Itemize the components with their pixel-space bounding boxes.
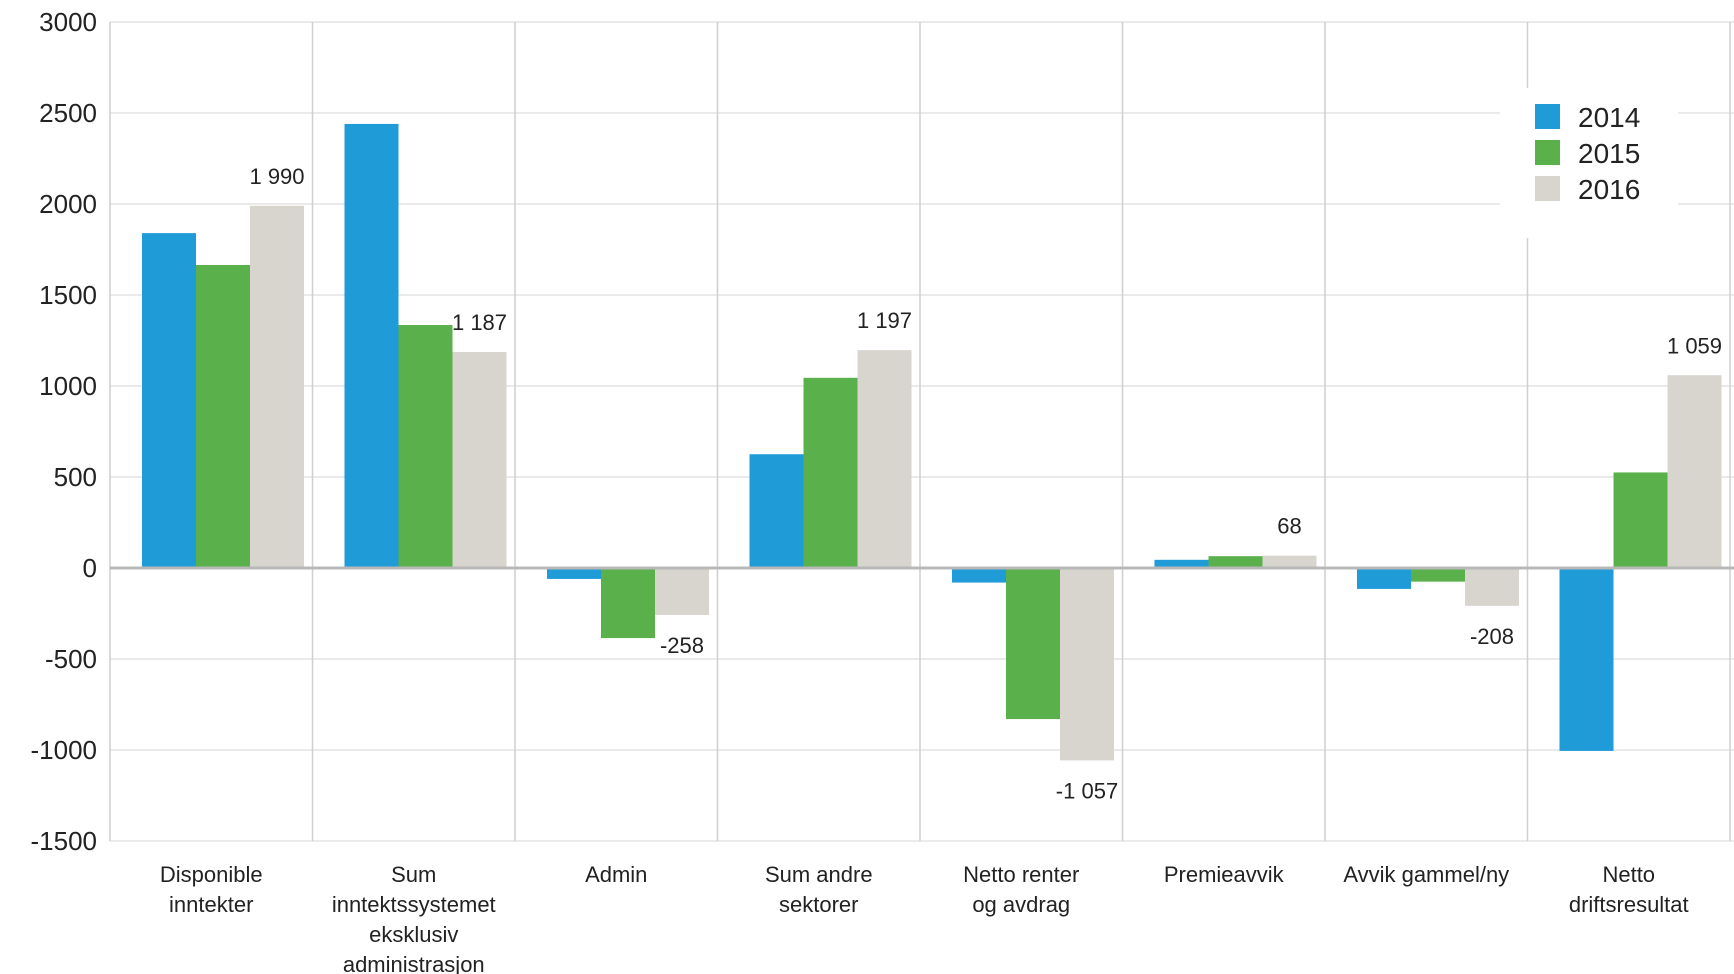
category-label-line: og avdrag — [972, 892, 1070, 917]
category-label: Premieavvik — [1164, 862, 1285, 887]
legend-box — [1500, 88, 1678, 238]
y-tick-label: 1500 — [39, 280, 97, 310]
data-label: -208 — [1470, 624, 1514, 649]
category-label: Admin — [585, 862, 647, 887]
category-label-line: Admin — [585, 862, 647, 887]
data-label: 1 059 — [1667, 333, 1722, 358]
bar-2015 — [196, 264, 250, 568]
bar-2016 — [857, 350, 912, 568]
bar-2014 — [1357, 568, 1411, 589]
bar-2016 — [655, 568, 709, 615]
category-label: Avvik gammel/ny — [1343, 862, 1509, 887]
category-label-line: Netto — [1602, 862, 1655, 887]
category-label-line: Avvik gammel/ny — [1343, 862, 1509, 887]
data-label: 1 197 — [857, 308, 912, 333]
axis-layer: 3000 2500 2000 1500 1000 500 0 -500 -1000 -1500 Di… — [31, 7, 1689, 974]
bar-2015 — [1006, 568, 1060, 720]
category-label-line: eksklusiv — [369, 922, 458, 947]
bar-2014 — [749, 454, 804, 568]
category-label-line: Disponible — [160, 862, 263, 887]
bar-2016 — [1060, 568, 1114, 761]
y-tick-label: -500 — [45, 644, 97, 674]
category-label: Sum inntektssystemet eksklusiv administrasj… — [332, 862, 496, 974]
data-label: 68 — [1277, 514, 1301, 539]
bar-2015 — [1613, 472, 1668, 568]
y-tick-label: 0 — [83, 553, 97, 583]
legend-swatch-2014 — [1535, 104, 1560, 129]
bar-2015 — [1411, 568, 1465, 582]
y-tick-label: -1500 — [31, 826, 98, 856]
legend: 2014 2015 2016 — [1500, 88, 1678, 238]
category-label-line: inntekter — [169, 892, 253, 917]
legend-swatch-2016 — [1535, 176, 1560, 201]
bar-2014 — [142, 233, 196, 568]
bar-2014 — [547, 568, 601, 579]
legend-label-2015: 2015 — [1578, 138, 1640, 169]
bar-2016 — [250, 205, 304, 568]
bar-2014 — [1559, 568, 1614, 751]
category-label: Disponible inntekter — [160, 862, 263, 917]
y-tick-label: 3000 — [39, 7, 97, 37]
bar-2016 — [1262, 555, 1317, 568]
y-tick-label: -1000 — [31, 735, 98, 765]
bar-layer — [142, 123, 1722, 761]
data-label-layer: 1 990 1 187 -258 1 197 -1 057 68 -208 1 059 — [249, 164, 1722, 804]
bar-2016 — [1465, 568, 1519, 606]
category-label-line: sektorer — [779, 892, 858, 917]
bar-2016 — [452, 351, 507, 568]
y-tick-label: 2000 — [39, 189, 97, 219]
bar-2015 — [398, 325, 453, 568]
category-label-line: Netto renter — [963, 862, 1079, 887]
category-label-line: Sum — [391, 862, 436, 887]
category-label-line: Premieavvik — [1164, 862, 1285, 887]
bar-2014 — [952, 568, 1006, 583]
legend-label-2014: 2014 — [1578, 102, 1640, 133]
data-label: 1 990 — [249, 164, 304, 189]
category-label-line: administrasjon — [343, 952, 485, 974]
bar-2014 — [1154, 559, 1209, 568]
category-label: Netto renter og avdrag — [963, 862, 1079, 917]
category-label: Netto driftsresultat — [1569, 862, 1689, 917]
data-label: -1 057 — [1056, 778, 1118, 803]
category-label-line: inntektssystemet — [332, 892, 496, 917]
category-label-line: driftsresultat — [1569, 892, 1689, 917]
bar-2014 — [344, 123, 399, 569]
bar-2015 — [601, 568, 655, 639]
category-label: Sum andre sektorer — [765, 862, 873, 917]
bar-2016 — [1667, 375, 1722, 568]
category-label-line: Sum andre — [765, 862, 873, 887]
y-tick-label: 1000 — [39, 371, 97, 401]
bar-2015 — [1208, 556, 1263, 568]
y-tick-label: 2500 — [39, 98, 97, 128]
legend-swatch-2015 — [1535, 140, 1560, 165]
data-label: -258 — [660, 633, 704, 658]
y-tick-label: 500 — [54, 462, 97, 492]
data-label: 1 187 — [452, 310, 507, 335]
bar-2015 — [803, 377, 858, 568]
legend-label-2016: 2016 — [1578, 174, 1640, 205]
